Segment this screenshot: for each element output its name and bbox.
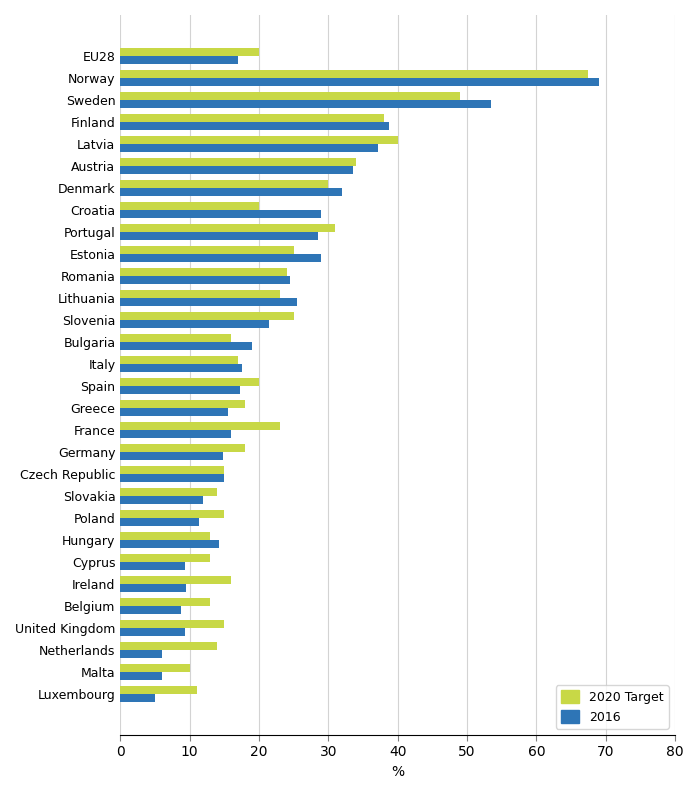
Bar	[120, 619, 224, 628]
Bar	[120, 399, 245, 408]
Bar	[120, 465, 224, 474]
Bar	[120, 356, 238, 364]
Bar	[120, 496, 203, 504]
Bar	[120, 114, 384, 122]
Bar	[120, 553, 210, 562]
Bar	[120, 606, 180, 615]
Bar	[120, 444, 245, 452]
Bar	[120, 474, 224, 482]
Bar	[120, 378, 259, 386]
Bar	[120, 576, 231, 584]
Bar	[120, 628, 185, 636]
Bar	[120, 650, 162, 658]
Bar	[120, 78, 599, 87]
Bar	[120, 188, 343, 196]
Bar	[120, 642, 217, 650]
Bar	[120, 430, 231, 438]
Bar	[120, 290, 280, 298]
Bar	[120, 224, 336, 232]
Bar	[120, 70, 589, 78]
Bar	[120, 672, 162, 680]
Bar	[120, 532, 210, 540]
Bar	[120, 136, 398, 144]
Bar	[120, 276, 290, 284]
Bar	[120, 179, 329, 188]
Bar	[120, 598, 210, 606]
Bar	[120, 268, 287, 276]
Bar	[120, 685, 196, 694]
Bar	[120, 100, 491, 109]
Bar	[120, 202, 259, 210]
Bar	[120, 166, 352, 175]
Bar	[120, 254, 322, 262]
Bar	[120, 408, 228, 416]
Bar	[120, 298, 297, 306]
Bar	[120, 510, 224, 518]
Bar	[120, 488, 217, 496]
Bar	[120, 342, 252, 350]
Bar	[120, 518, 199, 526]
Bar	[120, 694, 155, 703]
Bar	[120, 664, 189, 672]
Bar	[120, 562, 185, 570]
Bar	[120, 364, 242, 372]
Bar	[120, 144, 378, 152]
Bar	[120, 333, 231, 342]
Bar	[120, 320, 269, 329]
Bar	[120, 245, 294, 254]
Bar	[120, 452, 223, 461]
Legend: 2020 Target, 2016: 2020 Target, 2016	[556, 685, 669, 729]
Bar	[120, 92, 460, 100]
Bar	[120, 312, 294, 320]
Bar	[120, 232, 318, 241]
Bar	[120, 158, 356, 166]
Bar	[120, 56, 238, 64]
Bar	[120, 210, 322, 218]
Bar	[120, 48, 259, 56]
Bar	[120, 584, 186, 592]
Bar	[120, 386, 240, 395]
Bar	[120, 540, 219, 549]
Bar	[120, 122, 389, 130]
X-axis label: %: %	[391, 765, 404, 779]
Bar	[120, 422, 280, 430]
